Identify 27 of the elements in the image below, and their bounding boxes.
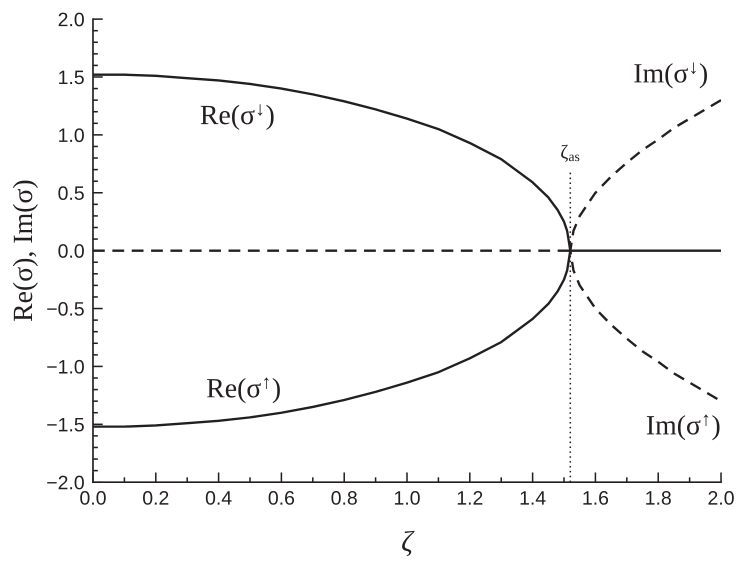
x-tick-label: 0.0: [80, 491, 106, 505]
y-tick-label: −2.0: [47, 476, 84, 490]
y-tick-label: 1.0: [59, 128, 84, 142]
annotation: Im(σ$^{↓}$): [634, 62, 707, 88]
x-tick-label: 0.6: [268, 491, 294, 505]
x-tick-label: 2.0: [708, 491, 734, 505]
annotation: Im(σ$^{↑}$): [646, 414, 720, 440]
x-tick-label: 1.6: [583, 491, 608, 505]
ref-line-label: ζ$_{as}$: [561, 144, 580, 162]
x-tick-label: 0.8: [331, 491, 357, 505]
x-axis-title: ζ: [402, 530, 415, 556]
y-tick-label: −0.5: [47, 302, 84, 316]
x-tick-label: 0.2: [143, 491, 168, 505]
y-tick-label: 1.5: [59, 70, 84, 84]
y-tick-label: 0.0: [58, 244, 84, 258]
x-tick-label: 1.0: [394, 491, 420, 505]
x-tick-label: 1.4: [520, 491, 546, 505]
annotation: Re(σ$^{↑}$): [207, 377, 280, 404]
x-tick-label: 0.4: [206, 491, 232, 505]
annotation: Re(σ$^{↓}$): [200, 104, 274, 130]
y-tick-label: −1.0: [47, 360, 84, 374]
y-tick-label: −1.5: [47, 418, 84, 432]
y-tick-label: 0.5: [58, 186, 84, 200]
y-tick-label: 2.0: [58, 12, 84, 26]
x-tick-label: 1.8: [646, 491, 671, 505]
x-tick-label: 1.2: [458, 491, 482, 505]
y-axis-title: Re(σ), Im(σ): [12, 180, 38, 322]
